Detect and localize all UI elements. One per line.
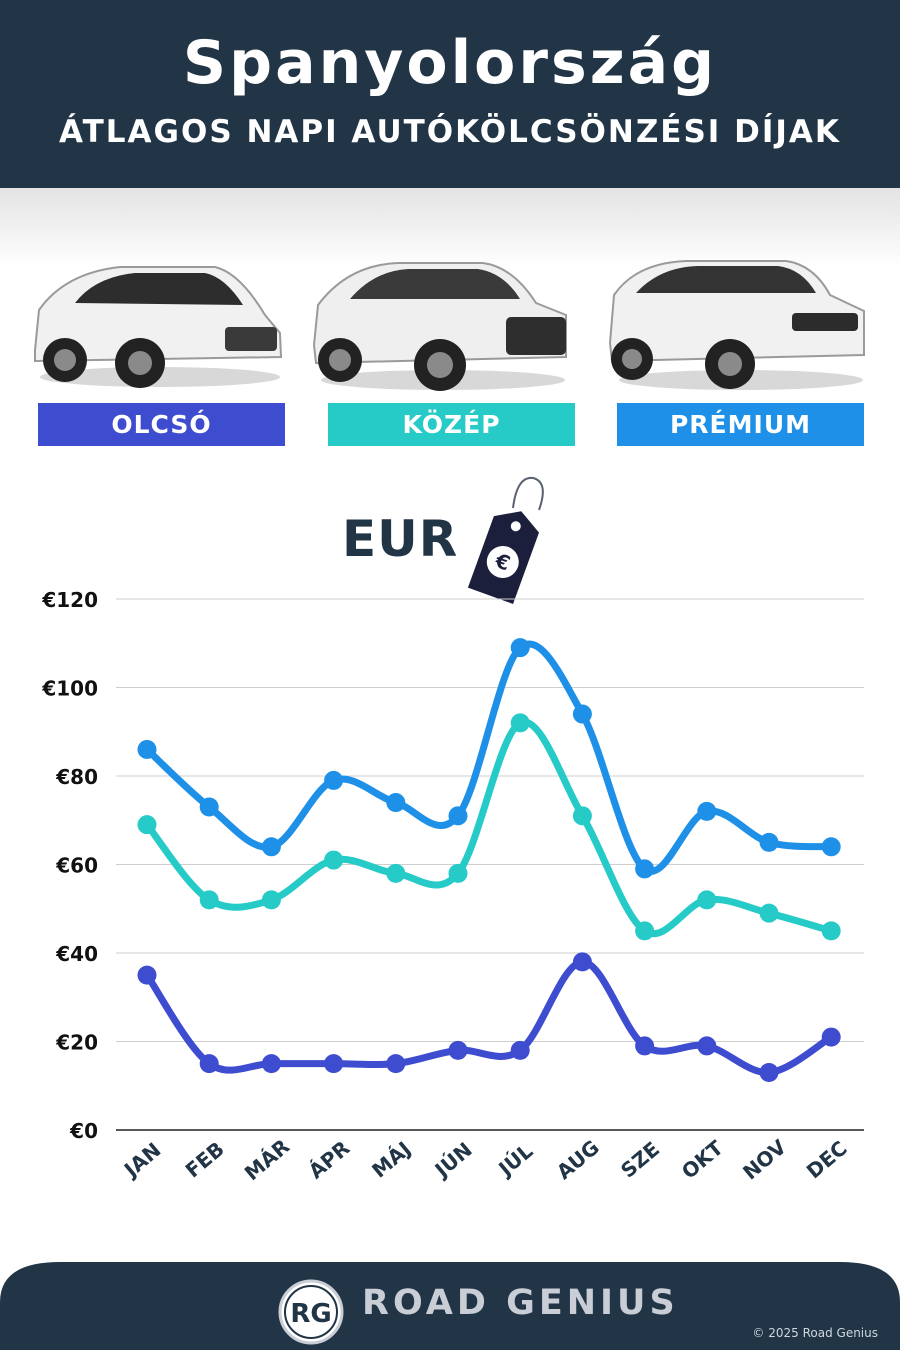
- data-point-premium: [821, 837, 841, 857]
- chart-grid: [116, 598, 864, 1131]
- data-point-premium: [386, 793, 406, 813]
- x-tick-label: DEC: [802, 1136, 852, 1183]
- x-tick-label: AUG: [552, 1135, 604, 1184]
- series-line-kozep: [143, 718, 835, 937]
- economy-car-image: [34, 266, 283, 388]
- currency-label: EUR: [342, 510, 459, 568]
- data-point-kozep: [697, 890, 717, 910]
- data-point-olcso: [324, 1054, 344, 1074]
- data-point-olcso: [759, 1062, 779, 1082]
- data-point-premium: [759, 832, 779, 852]
- data-point-premium: [448, 806, 468, 826]
- x-tick-label: NOV: [738, 1134, 791, 1184]
- y-tick-label: €120: [41, 588, 98, 612]
- category-badge-olcso: OLCSÓ: [38, 403, 285, 446]
- data-point-premium: [324, 770, 344, 790]
- y-tick-label: €20: [55, 1031, 98, 1055]
- data-point-premium: [572, 704, 592, 724]
- data-point-premium: [510, 638, 530, 658]
- data-point-kozep: [759, 903, 779, 923]
- page-subtitle: ÁTLAGOS NAPI AUTÓKÖLCSÖNZÉSI DÍJAK: [59, 114, 841, 150]
- data-point-olcso: [697, 1036, 717, 1056]
- data-point-kozep: [448, 863, 468, 883]
- price-tag-icon: €: [467, 476, 544, 604]
- data-point-olcso: [137, 965, 157, 985]
- data-point-kozep: [324, 850, 344, 870]
- logo-text: RG: [290, 1299, 331, 1329]
- header-banner: Spanyolország ÁTLAGOS NAPI AUTÓKÖLCSÖNZÉ…: [0, 0, 900, 188]
- y-tick-label: €40: [55, 942, 98, 966]
- series-line-premium: [143, 640, 835, 875]
- y-tick-label: €100: [41, 677, 98, 701]
- data-point-kozep: [199, 890, 219, 910]
- data-point-kozep: [386, 863, 406, 883]
- copyright-text: © 2025 Road Genius: [752, 1326, 878, 1340]
- data-point-premium: [199, 797, 219, 817]
- data-point-kozep: [572, 806, 592, 826]
- data-point-olcso: [821, 1027, 841, 1047]
- header-shadow: [0, 188, 900, 268]
- x-tick-label: JAN: [118, 1138, 165, 1183]
- data-point-olcso: [635, 1036, 655, 1056]
- data-point-olcso: [448, 1040, 468, 1060]
- page-title: Spanyolország: [182, 28, 718, 98]
- brand-name: ROAD GENIUS: [362, 1283, 679, 1323]
- x-tick-label: FEB: [181, 1137, 229, 1183]
- data-point-kozep: [137, 815, 157, 835]
- data-point-olcso: [199, 1054, 219, 1074]
- chart-series: [137, 638, 841, 1082]
- y-tick-label: €0: [69, 1119, 98, 1143]
- data-point-kozep: [821, 921, 841, 941]
- data-point-premium: [635, 859, 655, 879]
- data-point-olcso: [572, 952, 592, 972]
- data-point-olcso: [386, 1054, 406, 1074]
- data-point-premium: [697, 801, 717, 821]
- x-tick-label: OKT: [677, 1135, 728, 1183]
- data-point-kozep: [635, 921, 655, 941]
- footer-banner: [0, 1262, 900, 1350]
- data-point-olcso: [261, 1054, 281, 1074]
- x-tick-label: SZE: [616, 1137, 664, 1183]
- premium-car-image: [608, 260, 865, 390]
- data-point-premium: [137, 739, 157, 759]
- category-badge-premium: PRÉMIUM: [617, 403, 864, 446]
- midsize-car-image: [312, 262, 567, 391]
- series-line-olcso: [143, 958, 835, 1076]
- category-badge-kozep: KÖZÉP: [328, 403, 575, 446]
- road-genius-logo: RG: [278, 1279, 344, 1345]
- x-tick-label: ÁPR: [304, 1136, 354, 1184]
- x-tick-label: JÚN: [429, 1137, 477, 1183]
- data-point-kozep: [510, 713, 530, 733]
- x-tick-label: MÁR: [240, 1134, 294, 1185]
- y-tick-label: €80: [55, 765, 98, 789]
- data-point-olcso: [510, 1040, 530, 1060]
- x-tick-label: JÚL: [492, 1139, 537, 1182]
- data-point-premium: [261, 837, 281, 857]
- x-tick-label: MÁJ: [367, 1137, 415, 1183]
- y-tick-label: €60: [55, 854, 98, 878]
- line-chart: €0 €20 €40 €60 €80 €100 €120 JAN FEB MÁR ÁPR MÁJ JÚ…: [41, 588, 864, 1185]
- data-point-kozep: [261, 890, 281, 910]
- y-axis-ticks: €0 €20 €40 €60 €80 €100 €120: [41, 588, 98, 1143]
- x-axis-ticks: JAN FEB MÁR ÁPR MÁJ JÚN JÚL AUG SZE OKT NOV DEC: [118, 1134, 852, 1185]
